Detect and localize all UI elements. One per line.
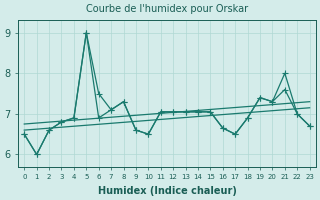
Title: Courbe de l'humidex pour Orskar: Courbe de l'humidex pour Orskar — [86, 4, 248, 14]
X-axis label: Humidex (Indice chaleur): Humidex (Indice chaleur) — [98, 186, 236, 196]
